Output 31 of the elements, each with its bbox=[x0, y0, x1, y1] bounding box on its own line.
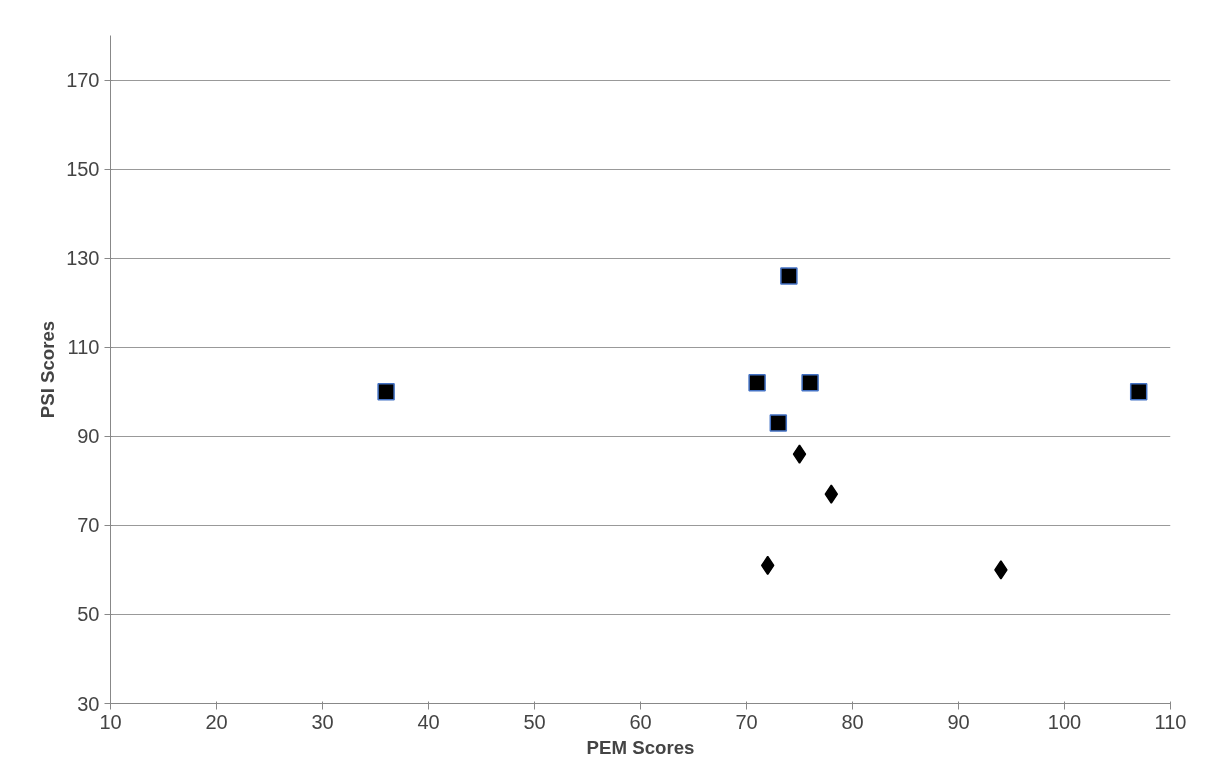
y-tick-label: 130 bbox=[66, 247, 100, 270]
x-tick-label: 30 bbox=[311, 710, 334, 733]
point bbox=[801, 374, 819, 392]
y-tick-label: 90 bbox=[77, 425, 100, 448]
x-tick-label: 60 bbox=[629, 710, 652, 733]
x-axis-title: PEM Scores bbox=[586, 736, 695, 758]
point bbox=[1129, 383, 1148, 401]
y-axis-title: PSI Scores bbox=[37, 320, 59, 419]
y-tick-label: 70 bbox=[77, 514, 100, 537]
point bbox=[780, 267, 798, 285]
x-tick-label: 90 bbox=[947, 710, 970, 733]
x-tick-label: 50 bbox=[523, 710, 546, 733]
point bbox=[377, 383, 395, 401]
y-tick-label: 110 bbox=[67, 336, 100, 359]
y-tick-label: 170 bbox=[66, 69, 100, 92]
point bbox=[824, 484, 839, 504]
y-tick-label: 30 bbox=[77, 692, 100, 715]
x-tick-label: 40 bbox=[417, 710, 440, 733]
x-tick-label: 10 bbox=[99, 710, 122, 733]
x-tick-label: 20 bbox=[205, 710, 228, 733]
x-tick-label: 110 bbox=[1154, 710, 1187, 733]
y-tick-label: 150 bbox=[66, 158, 100, 181]
point bbox=[792, 444, 807, 464]
x-tick-label: 80 bbox=[841, 710, 864, 733]
point bbox=[769, 414, 788, 432]
point bbox=[994, 560, 1008, 580]
x-tick-label: 100 bbox=[1047, 710, 1082, 733]
point bbox=[760, 555, 775, 576]
x-tick-label: 70 bbox=[735, 710, 758, 733]
point bbox=[748, 374, 766, 392]
y-tick-label: 50 bbox=[77, 603, 100, 626]
